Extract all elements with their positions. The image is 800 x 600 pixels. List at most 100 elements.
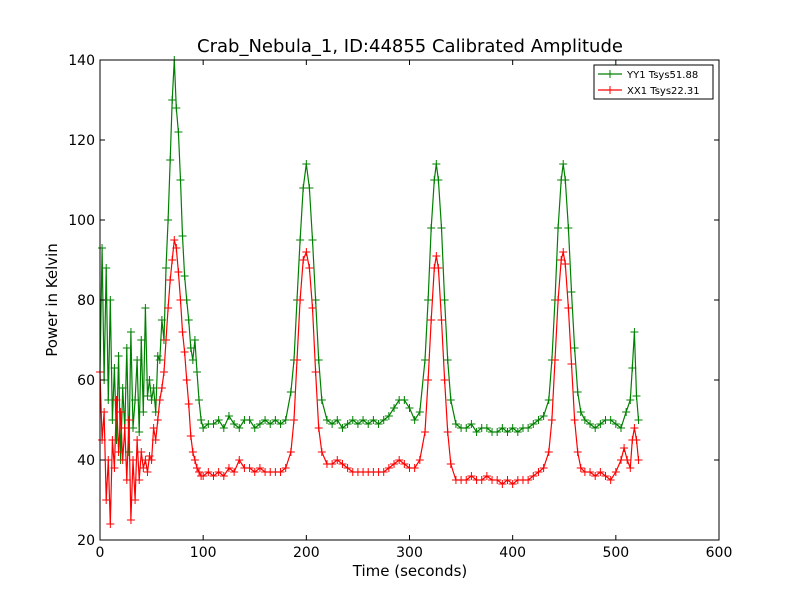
data-point	[147, 396, 156, 404]
data-point	[467, 420, 476, 428]
y-tick-label: 60	[77, 373, 95, 389]
y-tick-label: 80	[77, 293, 95, 309]
data-point	[630, 424, 639, 432]
data-point	[250, 468, 259, 476]
data-point	[437, 224, 446, 232]
data-point	[214, 416, 223, 424]
data-point	[333, 456, 342, 464]
data-point	[98, 244, 107, 252]
data-point	[586, 468, 595, 476]
data-point	[195, 396, 204, 404]
series-layer	[96, 56, 643, 528]
data-point	[182, 376, 191, 384]
data-point	[400, 460, 409, 468]
data-point	[172, 244, 181, 252]
data-point	[137, 448, 146, 456]
x-tick-label: 100	[190, 545, 217, 561]
data-point	[328, 420, 337, 428]
data-point	[508, 480, 517, 488]
data-point	[561, 260, 570, 268]
data-point	[131, 396, 140, 404]
data-point	[281, 464, 290, 472]
data-point	[547, 416, 556, 424]
data-point	[192, 464, 201, 472]
data-point	[112, 396, 121, 404]
data-point	[482, 472, 491, 480]
data-point	[122, 476, 131, 484]
data-point	[308, 304, 317, 312]
data-point	[524, 476, 533, 484]
data-point	[427, 224, 436, 232]
data-point	[135, 428, 144, 436]
data-point	[591, 472, 600, 480]
data-point	[451, 420, 460, 428]
data-point	[188, 356, 197, 364]
data-point	[209, 420, 218, 428]
data-point	[149, 424, 158, 432]
data-point	[400, 396, 409, 404]
data-point	[162, 336, 171, 344]
data-point	[118, 456, 127, 464]
data-point	[110, 464, 119, 472]
data-point	[570, 344, 579, 352]
data-point	[116, 408, 125, 416]
data-point	[308, 236, 317, 244]
data-point	[209, 472, 218, 480]
y-tick-label: 140	[68, 53, 95, 69]
data-point	[245, 464, 254, 472]
data-point	[293, 356, 302, 364]
series-1	[96, 236, 643, 528]
data-point	[322, 416, 331, 424]
data-point	[230, 420, 239, 428]
data-point	[440, 376, 449, 384]
data-point	[139, 408, 148, 416]
data-point	[554, 296, 563, 304]
data-point	[620, 444, 629, 452]
data-point	[343, 464, 352, 472]
data-point	[286, 448, 295, 456]
data-point	[415, 456, 424, 464]
data-point	[199, 424, 208, 432]
ticks-layer: 0 100 200 300 400 500 600 20 40 60 80 100 120 140	[68, 53, 732, 561]
data-point	[462, 476, 471, 484]
data-point	[472, 428, 481, 436]
data-point	[153, 352, 162, 360]
data-point	[162, 264, 171, 272]
data-point	[573, 448, 582, 456]
data-point	[632, 392, 641, 400]
x-tick-label: 200	[293, 545, 320, 561]
data-point	[427, 316, 436, 324]
data-point	[395, 456, 404, 464]
data-point	[276, 468, 285, 476]
data-point	[544, 396, 553, 404]
data-point	[503, 428, 512, 436]
series-0	[96, 56, 643, 464]
legend: YY1 Tsys51.88 XX1 Tsys22.31	[593, 64, 714, 100]
data-point	[570, 416, 579, 424]
data-point	[129, 456, 138, 464]
data-point	[176, 296, 185, 304]
data-point	[139, 464, 148, 472]
data-point	[305, 264, 314, 272]
data-point	[467, 472, 476, 480]
data-point	[626, 396, 635, 404]
data-point	[155, 356, 164, 364]
data-point	[131, 496, 140, 504]
data-point	[493, 428, 502, 436]
data-point	[302, 248, 311, 256]
data-point	[129, 424, 138, 432]
data-point	[204, 468, 213, 476]
data-point	[166, 276, 175, 284]
data-point	[174, 128, 183, 136]
data-point	[432, 160, 441, 168]
data-point	[98, 436, 107, 444]
data-point	[219, 424, 228, 432]
data-point	[255, 420, 264, 428]
data-point	[626, 464, 635, 472]
data-point	[384, 464, 393, 472]
data-point	[632, 436, 641, 444]
data-point	[628, 364, 637, 372]
data-point	[230, 468, 239, 476]
data-point	[108, 416, 117, 424]
data-point	[178, 232, 187, 240]
